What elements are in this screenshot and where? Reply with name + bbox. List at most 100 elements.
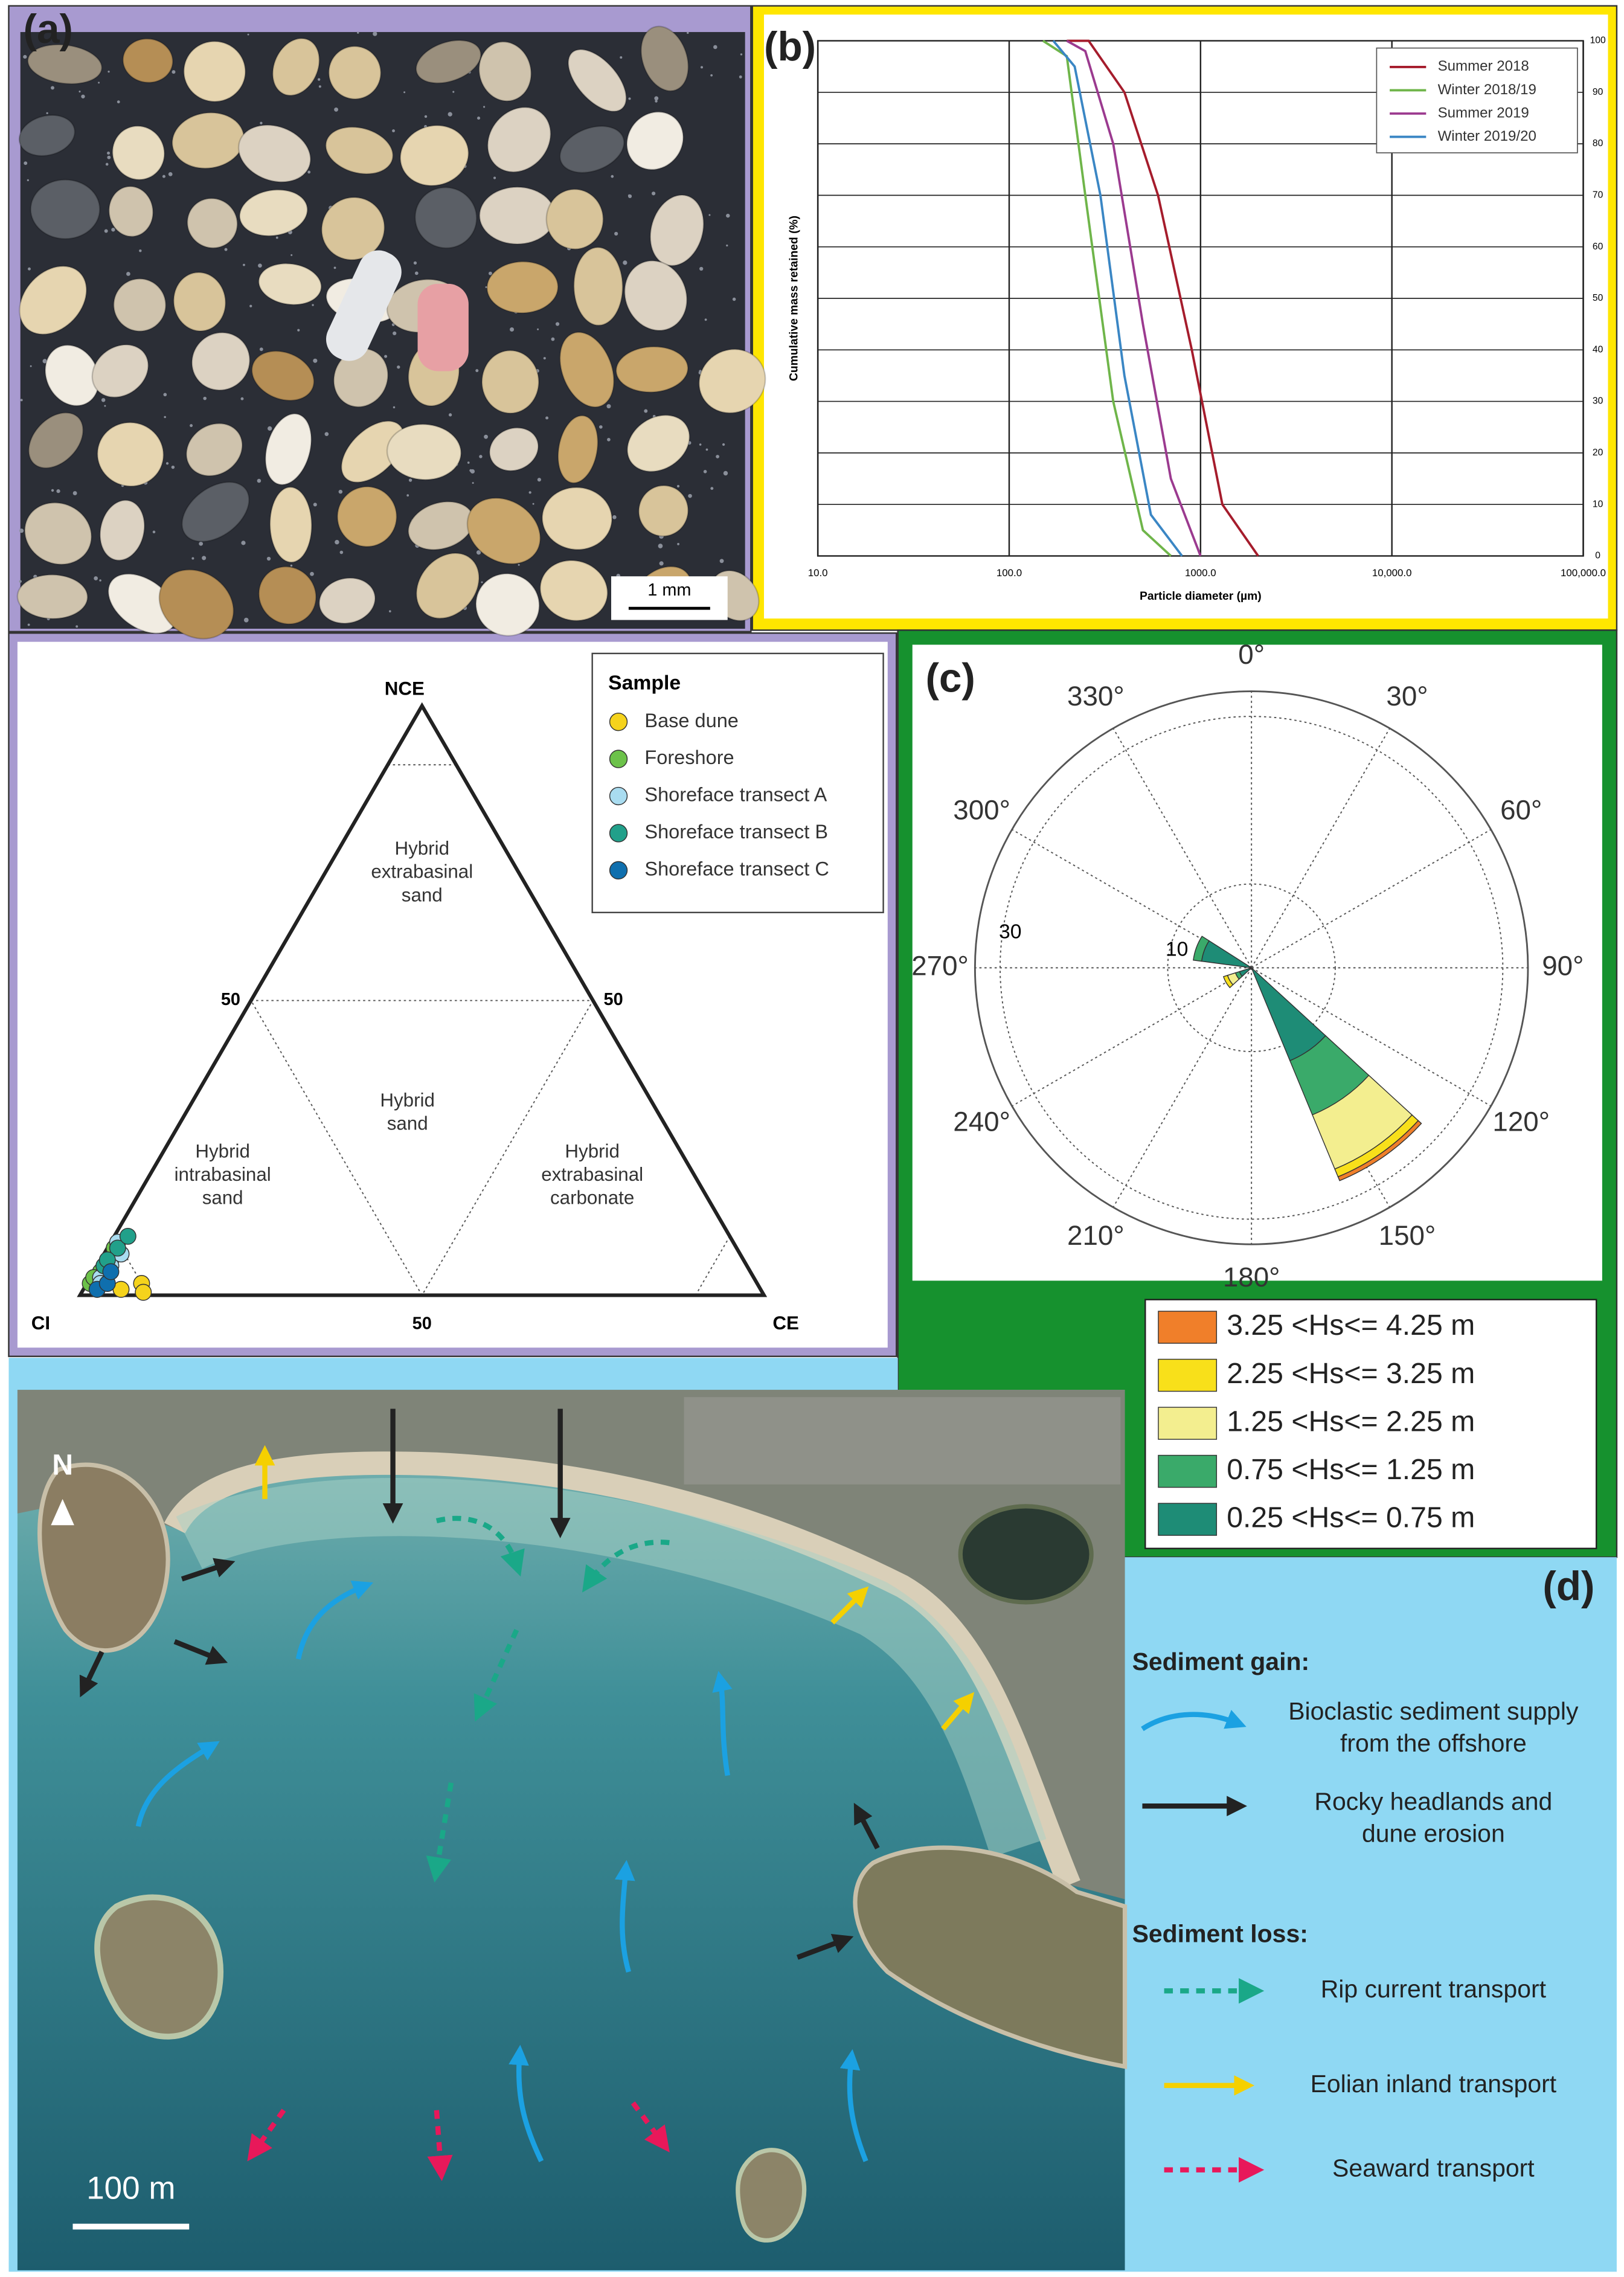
speckle [708,214,711,216]
speckle [164,416,166,419]
speckle [484,434,488,439]
speckle [403,91,406,94]
shell-fragment [326,250,402,361]
speckle [655,100,658,103]
legend-label: Rip current transport [1321,1975,1547,2003]
legend-marker [609,786,628,806]
region-label: Hybrid extrabasinal sand [371,838,473,905]
speckle [111,228,115,232]
x-tick-label: 100.0 [997,567,1022,579]
speckle [318,85,321,88]
grain [99,499,146,561]
grain [478,186,556,245]
grain [28,412,84,469]
speckle [98,82,100,84]
angle-tick-label: 120° [1492,1106,1550,1137]
islet [736,2148,807,2243]
region-label-line: extrabasinal [541,1164,643,1185]
grain [416,552,480,619]
angle-tick-label: 90° [1542,950,1584,981]
region-label-line: carbonate [550,1187,634,1209]
speckle [297,329,300,332]
grain [325,126,394,175]
speckle [384,355,388,358]
grain [112,125,165,181]
speckle [726,213,730,218]
speckle [163,393,167,397]
vertex-label: NCE [385,678,425,699]
r-tick-label: 30 [999,920,1022,943]
speckle [105,162,109,166]
grain [640,25,689,92]
speckle [614,231,618,236]
legend-heading: Sediment loss: [1132,1919,1308,1947]
grain [615,345,689,393]
transport-arrow [79,1651,104,1698]
speckle [20,399,23,402]
grain [258,566,317,625]
grain [181,481,250,542]
y-tick-label: 0 [1595,551,1600,561]
islet [94,1894,223,2040]
speckle [19,580,22,583]
legend-label: Bioclastic sediment supply from the offsh… [1288,1697,1579,1757]
legend-label: Base dune [644,710,738,731]
speckle [388,610,391,612]
scale-label: 1 mm [647,580,691,600]
speckle [27,179,29,181]
speckle [739,75,742,79]
tick-label: 50 [221,990,240,1009]
north-arrow [51,1498,74,1526]
grain [638,484,689,537]
transport-arrow [427,2110,453,2182]
region-label-line: Hybrid [395,838,449,859]
transport-arrow [181,1558,236,1582]
scale-box [611,576,728,620]
transport-arrow [435,1515,525,1577]
legend-label-line: Eolian inland transport [1311,2070,1557,2098]
speckle [79,91,81,93]
grain [386,423,462,481]
panel-label: (b) [764,24,816,69]
speckle [335,539,339,545]
speckle [555,322,560,326]
grain [191,332,251,391]
speckle [489,271,492,275]
region-label-line: Hybrid [195,1141,249,1162]
speckle [713,45,717,50]
speckle [333,266,336,269]
grain [478,41,532,102]
speckle [414,271,419,275]
speckle [259,347,263,352]
speckle [699,266,704,271]
speckle [424,115,428,118]
town [684,1397,1121,1485]
speckle [267,426,272,431]
angle-tick-label: 330° [1067,681,1125,711]
grain [489,427,539,472]
speckle [152,530,156,534]
speckle [339,550,344,554]
grain [187,198,239,249]
grain [539,559,609,621]
speckle [334,107,339,112]
grain [237,124,312,183]
speckle [687,31,689,34]
legend-marker [609,750,628,768]
legend-label: Summer 2019 [1438,104,1529,121]
speckle [191,557,194,560]
grain [475,573,541,637]
speckle [606,404,611,409]
legend-swatch [1158,1311,1218,1344]
speckle [509,327,515,332]
legend-label-line: from the offshore [1340,1729,1527,1757]
angle-tick-label: 210° [1067,1220,1125,1251]
speckle [324,432,329,436]
speckle [107,152,111,155]
speckle [117,100,120,104]
transport-arrow [614,1860,635,1973]
speckle [732,297,736,301]
grain [18,114,75,157]
speckle [719,559,724,564]
speckle [658,544,663,548]
